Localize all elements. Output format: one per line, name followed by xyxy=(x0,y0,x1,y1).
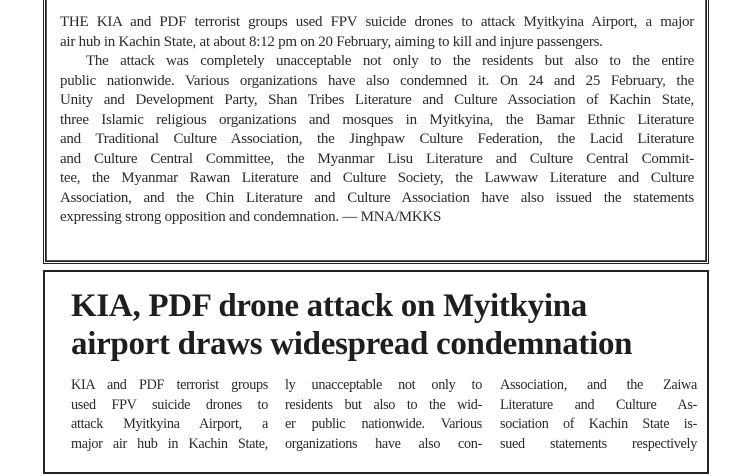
column-line: used FPV suicide drones to xyxy=(71,396,268,413)
brief-line: air hub in Kachin State, at about 8:12 p… xyxy=(60,33,603,50)
column-line: Literature and Culture As- xyxy=(500,396,697,413)
brief-line: and Culture Central Committee, the Myanm… xyxy=(60,150,694,167)
column-line: er public nationwide. Various xyxy=(285,416,482,432)
article-column-3: Association, and the Zaiwa Literature an… xyxy=(500,376,697,454)
brief-line: public nationwide. Various organizations… xyxy=(60,72,694,89)
column-line: major air hub in Kachin State, xyxy=(71,435,268,452)
brief-line: The attack was completely unacceptable n… xyxy=(86,53,694,69)
column-line: ly unacceptable not only to xyxy=(285,377,482,393)
column-line: sociation of Kachin State is- xyxy=(500,416,697,432)
column-line: sued statements respectively xyxy=(500,435,697,452)
brief-line: and Traditional Culture Association, the… xyxy=(60,131,694,147)
brief-line: expressing strong opposition and condemn… xyxy=(60,209,442,225)
brief-line: THE KIA and PDF terrorist groups used FP… xyxy=(60,14,694,30)
column-line: KIA and PDF terrorist groups xyxy=(71,377,268,393)
article-column-1: KIA and PDF terrorist groups used FPV su… xyxy=(71,376,268,454)
brief-line: Association, and the Chin Literature and… xyxy=(60,189,694,206)
headline-line: airport draws widespread condemnation xyxy=(71,326,633,362)
column-line: Association, and the Zaiwa xyxy=(500,377,697,393)
headline-line: KIA, PDF drone attack on Myitkyina xyxy=(71,288,587,324)
article-box: KIA, PDF drone attack on Myitkyina airpo… xyxy=(43,270,709,474)
column-line: organizations have also con- xyxy=(285,435,482,452)
column-line: attack Myitkyina Airport, a xyxy=(71,416,268,432)
column-line: residents but also to the wid- xyxy=(285,396,482,413)
article-column-2: ly unacceptable not only to residents bu… xyxy=(285,376,482,454)
brief-line: three Islamic religious organizations an… xyxy=(60,111,694,128)
news-brief-box: THE KIA and PDF terrorist groups used FP… xyxy=(43,0,709,264)
brief-line: tee, the Myanmar Rawan Literature and Cu… xyxy=(60,170,694,186)
brief-line: Unity and Development Party, Shan Tribes… xyxy=(60,92,694,108)
